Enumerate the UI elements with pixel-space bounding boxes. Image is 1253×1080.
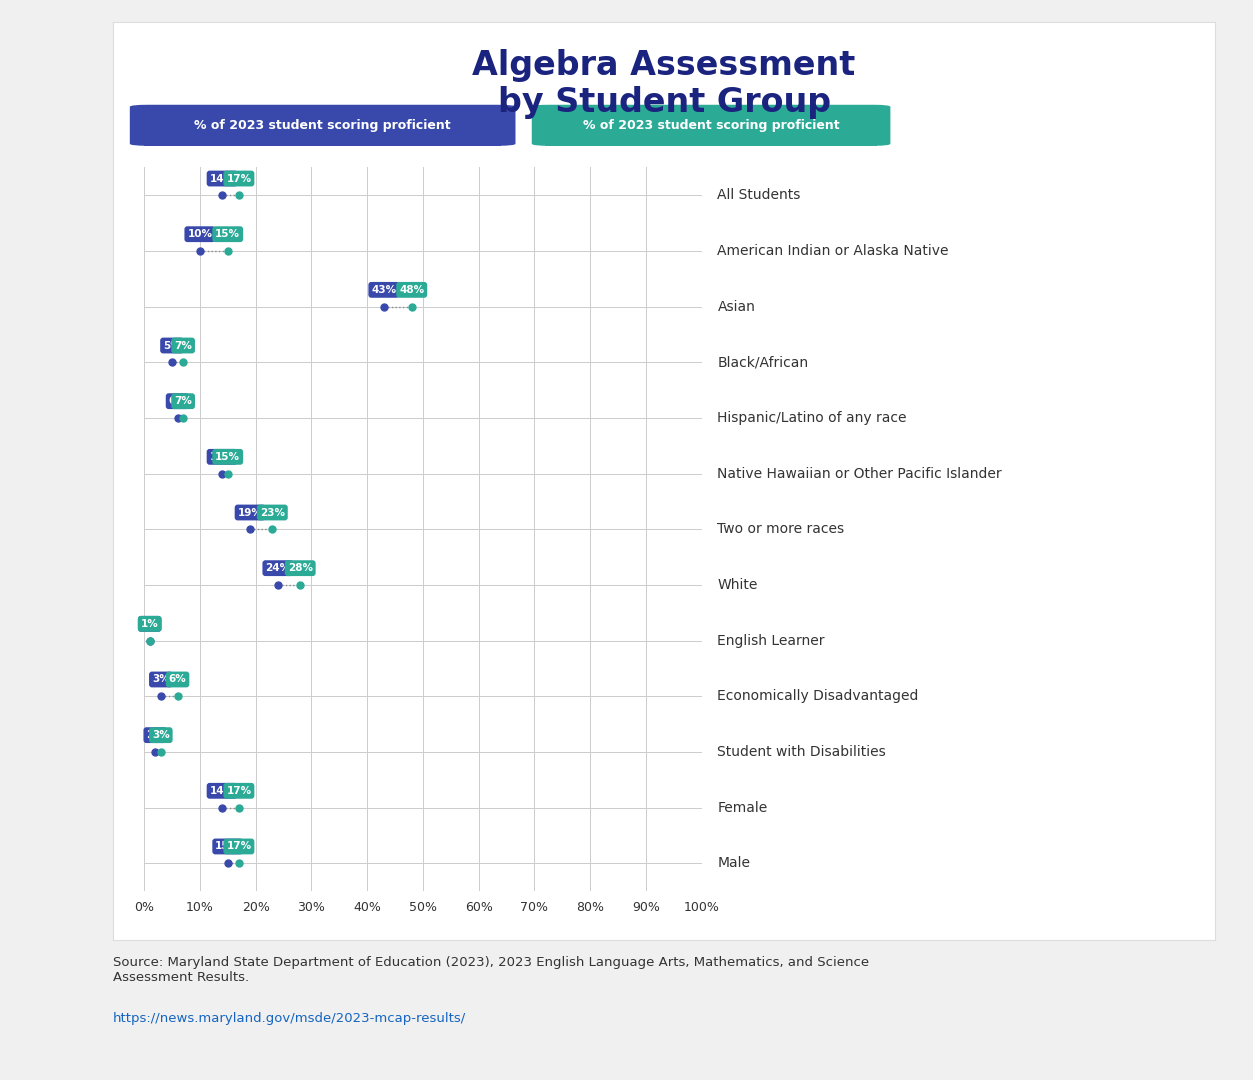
Text: 10%: 10% bbox=[188, 229, 212, 239]
Text: Student with Disabilities: Student with Disabilities bbox=[718, 745, 886, 759]
Text: 14%: 14% bbox=[209, 786, 234, 796]
Text: 3%: 3% bbox=[152, 730, 169, 740]
Text: 3%: 3% bbox=[152, 675, 169, 685]
Text: 24%: 24% bbox=[266, 563, 291, 573]
Text: 17%: 17% bbox=[227, 174, 252, 184]
Text: 19%: 19% bbox=[238, 508, 262, 517]
Text: 2%: 2% bbox=[147, 730, 164, 740]
Text: 14%: 14% bbox=[209, 174, 234, 184]
Text: 7%: 7% bbox=[174, 396, 192, 406]
Text: Native Hawaiian or Other Pacific Islander: Native Hawaiian or Other Pacific Islande… bbox=[718, 467, 1002, 481]
Text: Economically Disadvantaged: Economically Disadvantaged bbox=[718, 689, 918, 703]
Text: 14%: 14% bbox=[209, 451, 234, 462]
Text: 6%: 6% bbox=[169, 396, 187, 406]
Text: English Learner: English Learner bbox=[718, 634, 824, 648]
Text: 1%: 1% bbox=[140, 619, 159, 629]
Text: 15%: 15% bbox=[216, 451, 241, 462]
Text: Hispanic/Latino of any race: Hispanic/Latino of any race bbox=[718, 410, 907, 424]
Text: 48%: 48% bbox=[400, 285, 425, 295]
Text: % of 2023 student scoring proficient: % of 2023 student scoring proficient bbox=[583, 119, 840, 132]
Text: Female: Female bbox=[718, 800, 768, 814]
Text: Source: Maryland State Department of Education (2023), 2023 English Language Art: Source: Maryland State Department of Edu… bbox=[113, 956, 868, 984]
Text: 6%: 6% bbox=[169, 675, 187, 685]
Text: 17%: 17% bbox=[227, 786, 252, 796]
Text: by Student Group: by Student Group bbox=[497, 86, 831, 120]
Text: 15%: 15% bbox=[216, 229, 241, 239]
Text: 15%: 15% bbox=[216, 841, 241, 851]
Text: 17%: 17% bbox=[227, 841, 252, 851]
Text: https://news.maryland.gov/msde/2023-mcap-results/: https://news.maryland.gov/msde/2023-mcap… bbox=[113, 1012, 466, 1025]
Text: 7%: 7% bbox=[174, 340, 192, 351]
Text: All Students: All Students bbox=[718, 188, 801, 202]
Text: Asian: Asian bbox=[718, 299, 756, 313]
Text: Male: Male bbox=[718, 856, 751, 870]
Text: 1%: 1% bbox=[140, 619, 159, 629]
FancyBboxPatch shape bbox=[531, 105, 891, 146]
FancyBboxPatch shape bbox=[130, 105, 515, 146]
Text: 28%: 28% bbox=[288, 563, 313, 573]
Text: American Indian or Alaska Native: American Indian or Alaska Native bbox=[718, 244, 949, 258]
Text: 5%: 5% bbox=[163, 340, 180, 351]
Text: Algebra Assessment: Algebra Assessment bbox=[472, 49, 856, 82]
Text: 23%: 23% bbox=[259, 508, 284, 517]
Text: 43%: 43% bbox=[371, 285, 396, 295]
Text: Black/African: Black/African bbox=[718, 355, 808, 369]
Text: % of 2023 student scoring proficient: % of 2023 student scoring proficient bbox=[194, 119, 451, 132]
Text: White: White bbox=[718, 578, 758, 592]
Text: Two or more races: Two or more races bbox=[718, 523, 845, 536]
